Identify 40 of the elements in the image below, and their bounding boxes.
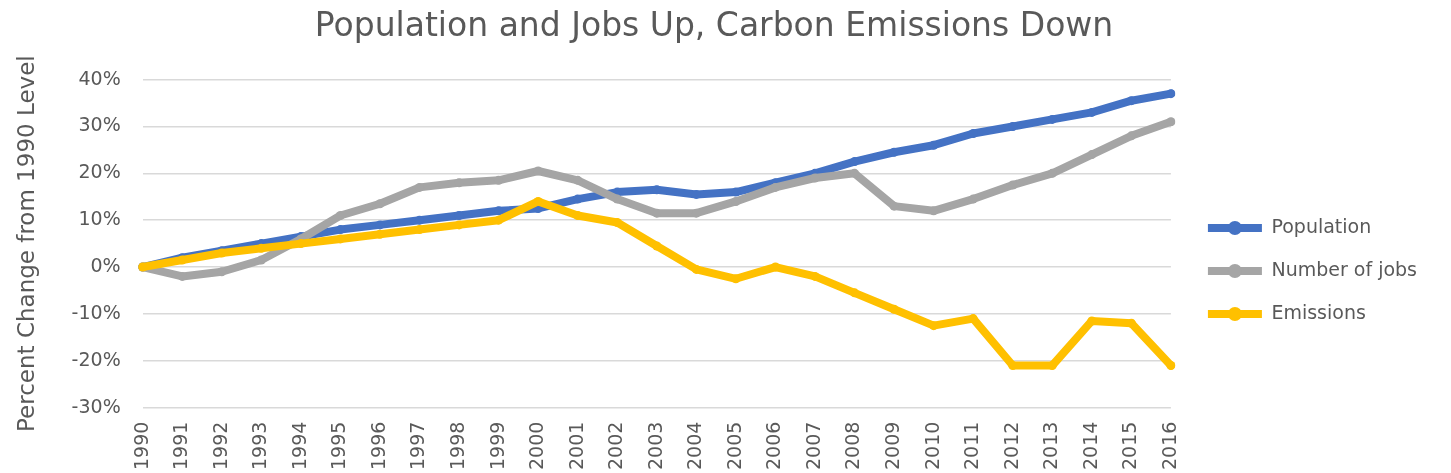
x-tick-label: 2007: [801, 421, 824, 471]
x-tick-label: 1996: [366, 421, 389, 471]
y-tick-label: -20%: [71, 347, 121, 370]
y-tick-label: -30%: [71, 394, 121, 417]
x-tick-label: 1999: [485, 421, 508, 471]
x-tick-label: 2004: [683, 421, 706, 471]
x-tick-label: 1995: [327, 421, 350, 471]
x-tick-label: 2014: [1078, 421, 1101, 471]
x-tick-label: 2011: [960, 421, 983, 471]
x-tick-label: 1991: [169, 421, 192, 471]
x-tick-label: 2006: [762, 421, 785, 471]
x-tick-label: 2015: [1118, 421, 1141, 471]
y-tick-label: 30%: [78, 113, 121, 136]
x-tick-label: 2001: [564, 421, 587, 471]
x-tick-label: 2003: [643, 421, 666, 471]
x-tick-label: 1993: [248, 421, 271, 471]
x-tick-label: 1998: [446, 421, 468, 471]
y-tick-label: 0%: [90, 253, 121, 276]
x-tick-label: 2010: [920, 421, 943, 471]
x-tick-label: 1992: [208, 421, 231, 471]
x-tick-label: 1997: [406, 421, 429, 471]
y-tick-label: 10%: [78, 207, 121, 230]
legend-label: Emissions: [1271, 300, 1366, 323]
x-tick-label: 2016: [1157, 421, 1180, 471]
y-axis-title: Percent Change from 1990 Level: [12, 55, 39, 432]
chart-title: Population and Jobs Up, Carbon Emissions Down: [314, 5, 1114, 45]
x-tick-label: 2002: [604, 421, 627, 471]
x-tick-label: 2012: [999, 421, 1022, 471]
y-tick-label: 40%: [78, 66, 121, 89]
x-tick-label: 2008: [841, 421, 864, 471]
legend-label: Population: [1271, 214, 1372, 237]
x-tick-label: 2000: [525, 421, 548, 471]
y-tick-label: -10%: [71, 300, 121, 323]
x-tick-label: 1994: [287, 421, 310, 471]
x-tick-label: 2005: [722, 421, 745, 471]
legend-label: Number of jobs: [1271, 257, 1418, 280]
x-tick-label: 2013: [1039, 421, 1062, 471]
y-tick-label: 20%: [78, 160, 121, 183]
x-tick-label: 1990: [129, 421, 152, 471]
x-tick-label: 2009: [881, 421, 904, 471]
